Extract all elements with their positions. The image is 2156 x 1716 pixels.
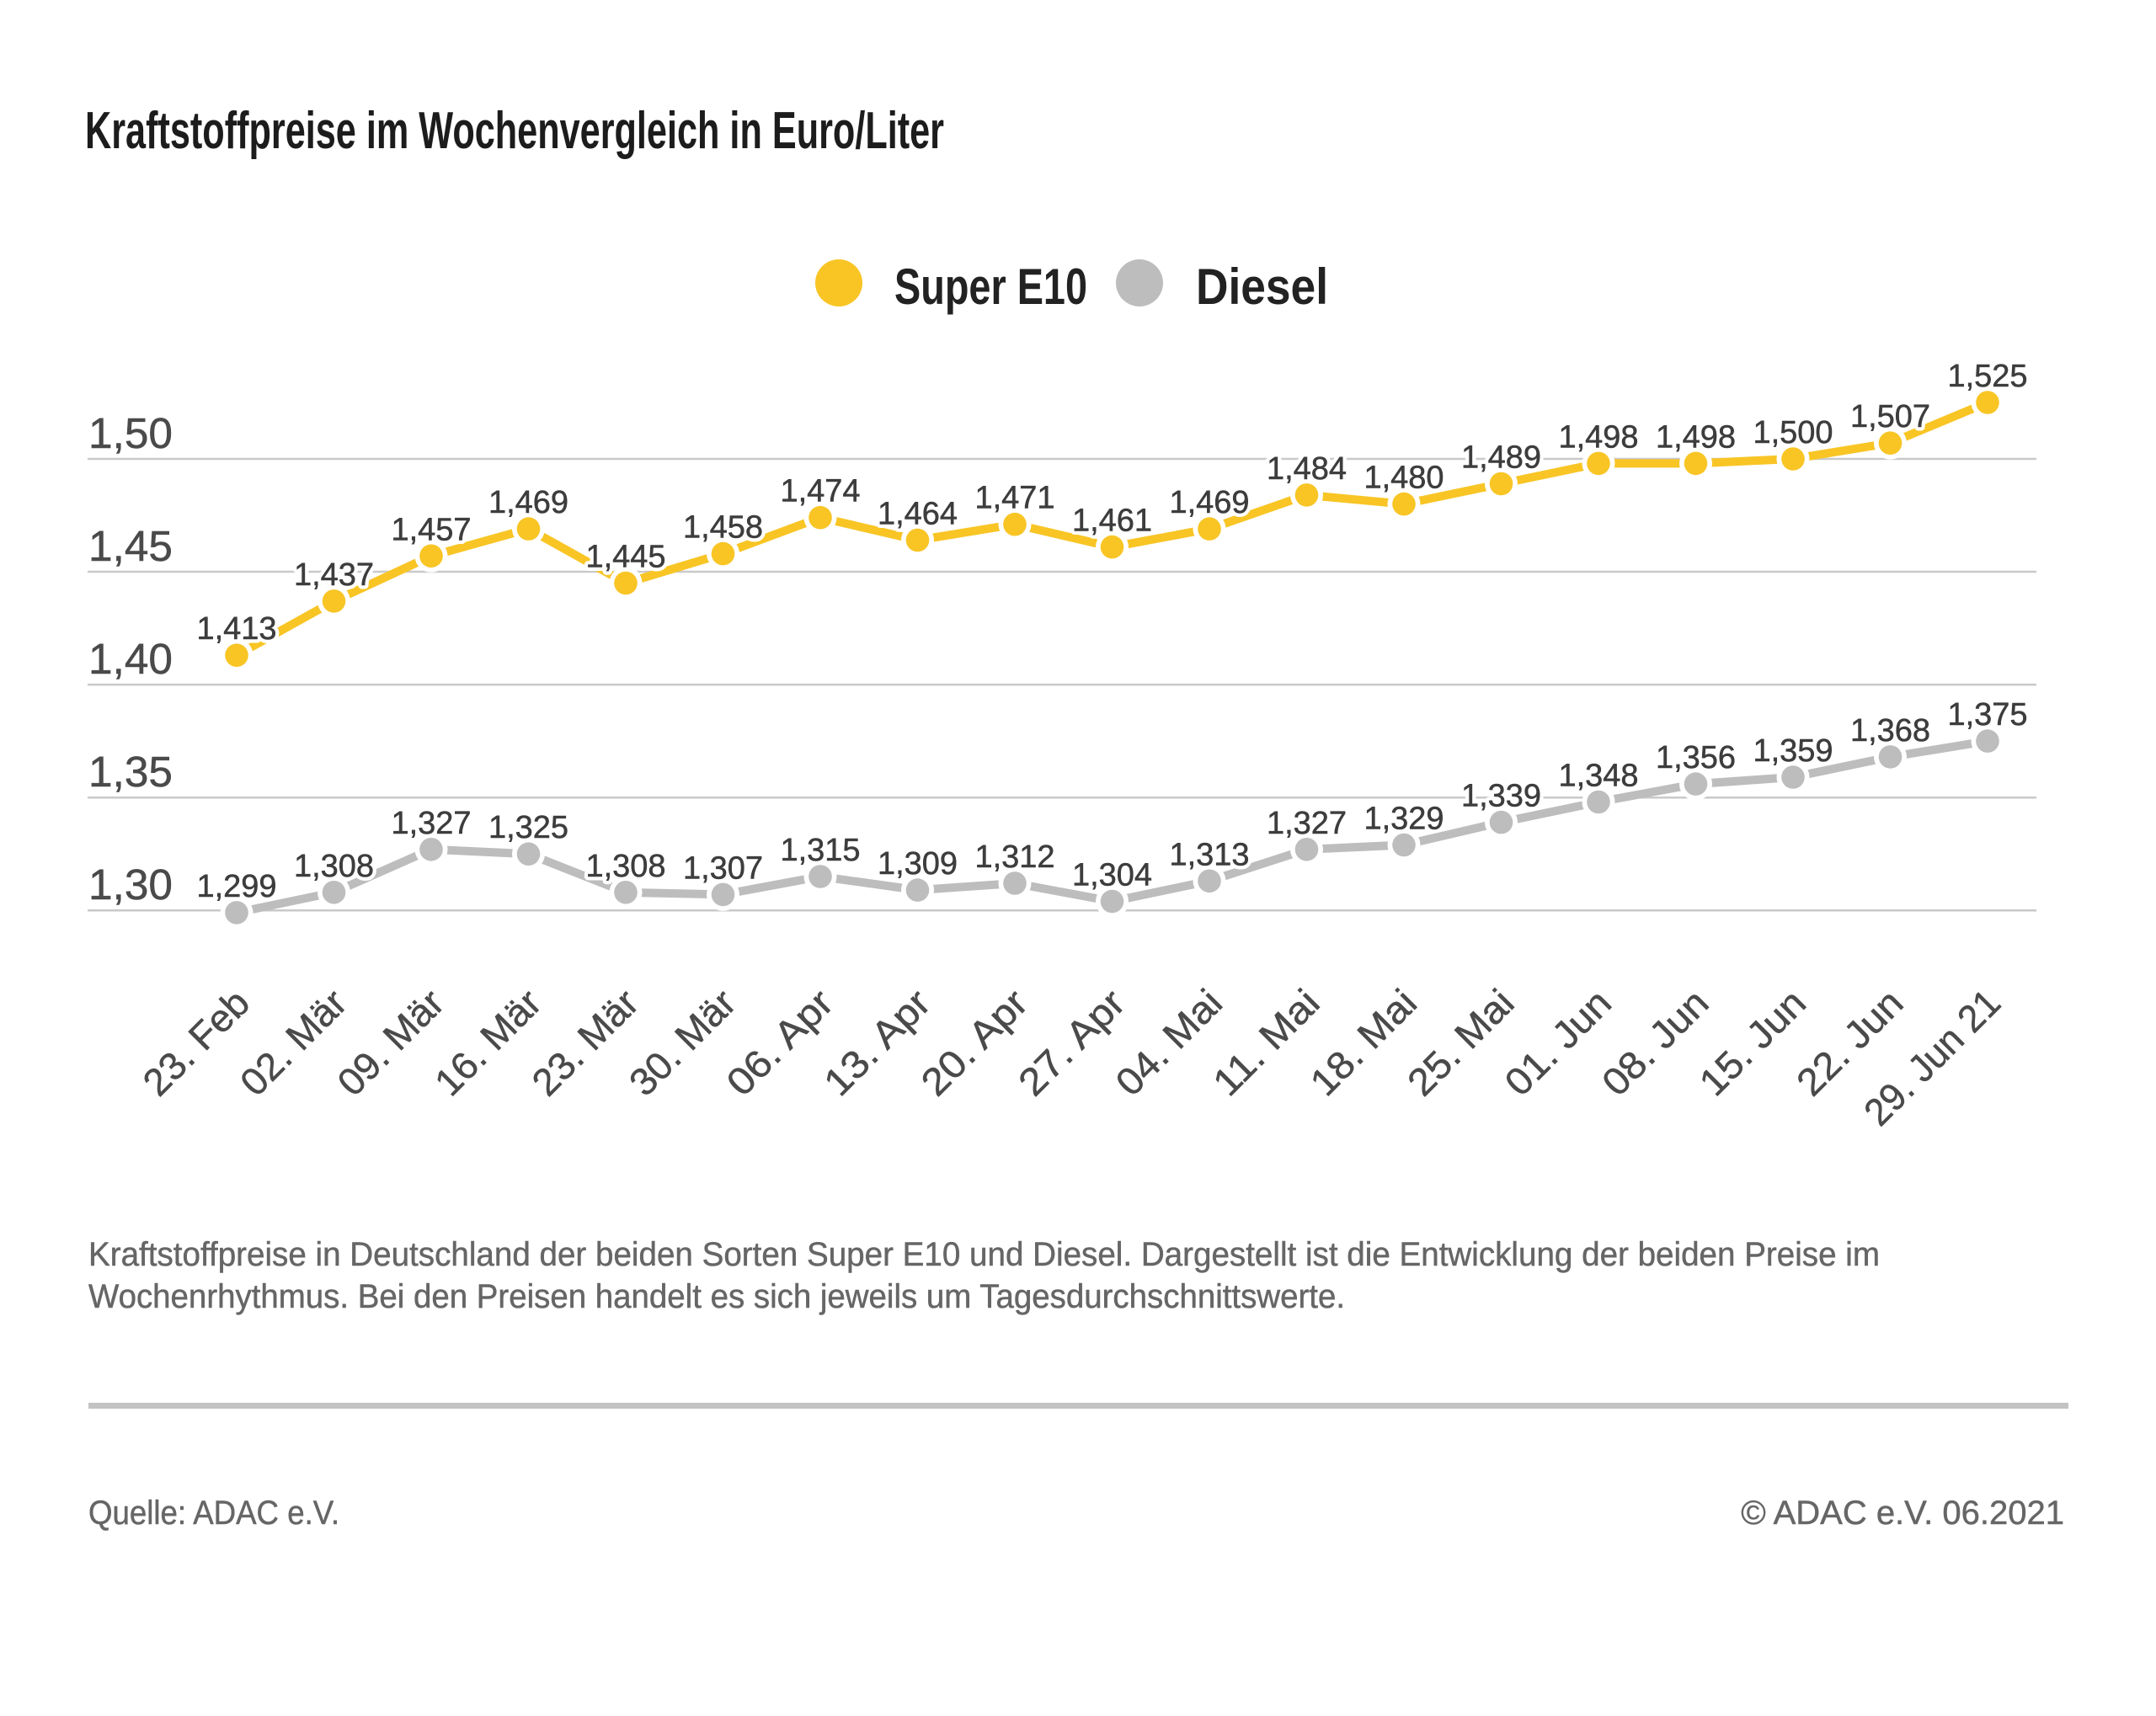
svg-text:© ADAC e.V. 06.2021: © ADAC e.V. 06.2021: [1741, 1495, 2064, 1532]
svg-text:1,445: 1,445: [585, 540, 665, 575]
svg-text:Quelle: ADAC e.V.: Quelle: ADAC e.V.: [88, 1495, 339, 1532]
svg-text:1,474: 1,474: [780, 474, 860, 509]
svg-text:1,484: 1,484: [1267, 451, 1347, 487]
svg-text:Diesel: Diesel: [1196, 258, 1328, 315]
svg-text:1,339: 1,339: [1461, 779, 1541, 814]
svg-text:1,45: 1,45: [88, 522, 173, 570]
svg-text:1,299: 1,299: [196, 869, 276, 904]
svg-text:1,309: 1,309: [878, 846, 958, 882]
svg-text:1,484: 1,484: [1267, 451, 1347, 487]
svg-text:1,35: 1,35: [88, 748, 173, 796]
svg-text:1,307: 1,307: [683, 850, 763, 886]
svg-text:1,498: 1,498: [1558, 419, 1638, 455]
svg-text:1,469: 1,469: [488, 485, 568, 520]
svg-text:1,507: 1,507: [1850, 399, 1930, 434]
svg-text:1,329: 1,329: [1364, 802, 1444, 837]
svg-text:1,469: 1,469: [488, 485, 568, 520]
svg-text:1,498: 1,498: [1656, 419, 1736, 455]
svg-text:1,458: 1,458: [683, 510, 763, 546]
svg-text:1,471: 1,471: [974, 481, 1054, 516]
svg-text:1,356: 1,356: [1656, 740, 1736, 775]
svg-text:1,500: 1,500: [1753, 415, 1833, 450]
svg-text:1,339: 1,339: [1461, 779, 1541, 814]
svg-text:1,327: 1,327: [391, 806, 471, 841]
svg-text:1,308: 1,308: [294, 849, 374, 884]
svg-text:Kraftstoffpreise im Wochenverg: Kraftstoffpreise im Wochenvergleich in E…: [85, 102, 944, 160]
svg-text:1,309: 1,309: [878, 846, 958, 882]
svg-text:1,525: 1,525: [1947, 359, 2027, 394]
svg-text:1,327: 1,327: [391, 806, 471, 841]
svg-text:1,30: 1,30: [88, 861, 173, 909]
svg-text:1,359: 1,359: [1753, 733, 1833, 769]
svg-text:1,525: 1,525: [1947, 359, 2027, 394]
svg-text:1,368: 1,368: [1850, 713, 1930, 749]
svg-text:1,458: 1,458: [683, 510, 763, 546]
svg-text:1,445: 1,445: [585, 540, 665, 575]
svg-text:1,50: 1,50: [88, 409, 173, 457]
svg-text:1,413: 1,413: [196, 611, 276, 647]
svg-text:1,464: 1,464: [878, 497, 958, 532]
svg-text:1,327: 1,327: [1267, 806, 1347, 841]
svg-text:1,325: 1,325: [488, 810, 568, 845]
svg-text:1,304: 1,304: [1072, 858, 1152, 893]
svg-text:1,471: 1,471: [974, 481, 1054, 516]
svg-text:1,498: 1,498: [1558, 419, 1638, 455]
svg-text:1,308: 1,308: [585, 849, 665, 884]
svg-text:1,315: 1,315: [780, 833, 860, 868]
svg-text:1,457: 1,457: [391, 512, 471, 547]
svg-text:1,304: 1,304: [1072, 858, 1152, 893]
svg-text:1,375: 1,375: [1947, 697, 2027, 733]
svg-text:Wochenrhythmus. Bei den Preise: Wochenrhythmus. Bei den Preisen handelt …: [88, 1278, 1345, 1315]
svg-text:1,507: 1,507: [1850, 399, 1930, 434]
svg-text:1,474: 1,474: [780, 474, 860, 509]
svg-text:1,375: 1,375: [1947, 697, 2027, 733]
svg-text:1,313: 1,313: [1169, 837, 1249, 872]
svg-text:1,461: 1,461: [1072, 504, 1152, 539]
svg-text:1,413: 1,413: [196, 611, 276, 647]
svg-text:1,313: 1,313: [1169, 837, 1249, 872]
svg-text:1,489: 1,489: [1461, 440, 1541, 476]
svg-text:1,498: 1,498: [1656, 419, 1736, 455]
svg-text:Super E10: Super E10: [894, 258, 1087, 315]
svg-text:1,461: 1,461: [1072, 504, 1152, 539]
svg-text:1,308: 1,308: [585, 849, 665, 884]
svg-text:1,437: 1,437: [294, 557, 374, 593]
svg-text:1,464: 1,464: [878, 497, 958, 532]
svg-text:1,356: 1,356: [1656, 740, 1736, 775]
svg-text:1,480: 1,480: [1364, 461, 1444, 496]
svg-text:1,308: 1,308: [294, 849, 374, 884]
svg-text:1,437: 1,437: [294, 557, 374, 593]
svg-text:1,315: 1,315: [780, 833, 860, 868]
svg-text:1,500: 1,500: [1753, 415, 1833, 450]
svg-text:1,489: 1,489: [1461, 440, 1541, 476]
svg-text:1,359: 1,359: [1753, 733, 1833, 769]
svg-text:1,40: 1,40: [88, 635, 173, 683]
svg-text:1,480: 1,480: [1364, 461, 1444, 496]
svg-text:1,329: 1,329: [1364, 802, 1444, 837]
svg-text:1,348: 1,348: [1558, 759, 1638, 794]
svg-text:1,312: 1,312: [974, 839, 1054, 875]
svg-text:1,327: 1,327: [1267, 806, 1347, 841]
svg-text:Kraftstoffpreise in Deutschlan: Kraftstoffpreise in Deutschland der beid…: [88, 1236, 1880, 1273]
svg-text:1,325: 1,325: [488, 810, 568, 845]
svg-text:1,312: 1,312: [974, 839, 1054, 875]
svg-text:1,457: 1,457: [391, 512, 471, 547]
svg-text:1,299: 1,299: [196, 869, 276, 904]
svg-text:1,469: 1,469: [1169, 485, 1249, 520]
svg-text:1,307: 1,307: [683, 850, 763, 886]
svg-text:1,469: 1,469: [1169, 485, 1249, 520]
svg-text:1,348: 1,348: [1558, 759, 1638, 794]
svg-text:1,368: 1,368: [1850, 713, 1930, 749]
